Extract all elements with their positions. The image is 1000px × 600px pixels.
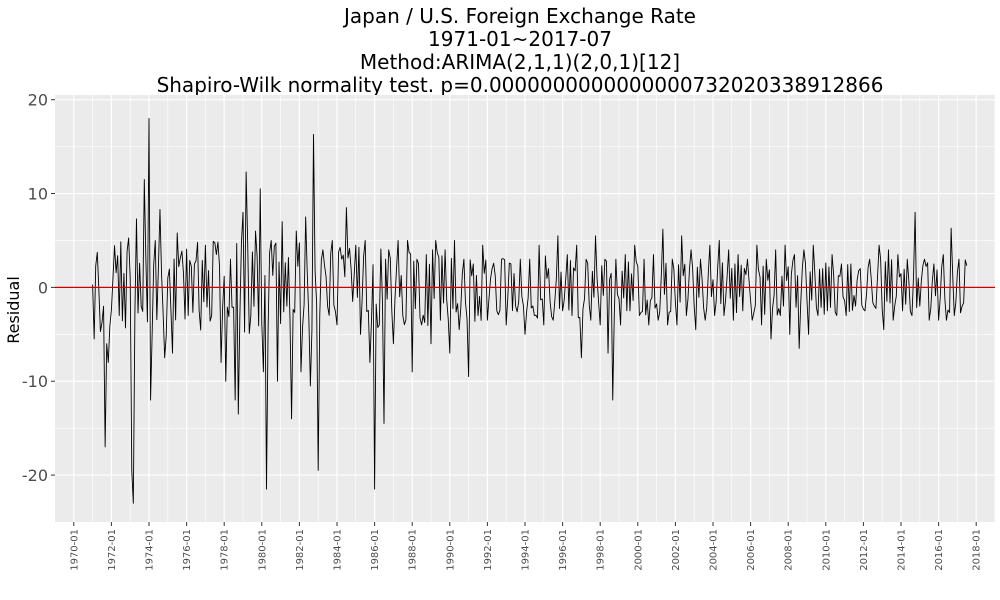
title-line-2: 1971-01~2017-07 xyxy=(428,27,612,51)
x-tick-label: 1982-01 xyxy=(295,529,306,571)
title-line-3: Method:ARIMA(2,1,1)(2,0,1)[12] xyxy=(360,50,680,74)
x-tick-label: 2016-01 xyxy=(934,529,945,571)
x-tick-label: 1980-01 xyxy=(257,529,268,571)
title-line-4: Shapiro-Wilk normality test. p=0.0000000… xyxy=(157,73,884,97)
x-tick-label: 1988-01 xyxy=(408,529,419,571)
x-tick-label: 1998-01 xyxy=(596,529,607,571)
x-tick-label: 1978-01 xyxy=(220,529,231,571)
y-tick-label: -10 xyxy=(22,372,48,391)
x-tick-label: 1984-01 xyxy=(333,529,344,571)
x-tick-label: 1994-01 xyxy=(521,529,532,571)
x-tick-label: 1976-01 xyxy=(182,529,193,571)
x-axis: 1970-01 1972-01 1974-01 1976-01 1978-01 1980-… xyxy=(69,522,983,571)
x-tick-label: 1970-01 xyxy=(69,529,80,571)
y-tick-label: 10 xyxy=(28,185,48,204)
y-tick-label: -20 xyxy=(22,466,48,485)
x-tick-label: 1992-01 xyxy=(483,529,494,571)
x-tick-label: 1972-01 xyxy=(107,529,118,571)
grid-lines xyxy=(55,95,996,522)
x-tick-label: 2018-01 xyxy=(972,529,983,571)
residual-series xyxy=(92,118,968,504)
x-tick-label: 1996-01 xyxy=(558,529,569,571)
x-tick-label: 2004-01 xyxy=(709,529,720,571)
series-line-0 xyxy=(92,118,968,504)
x-tick-label: 2000-01 xyxy=(633,529,644,571)
y-axis: -20 -10 0 10 20 xyxy=(22,91,55,485)
x-tick-label: 2008-01 xyxy=(784,529,795,571)
x-tick-label: 2002-01 xyxy=(671,529,682,571)
x-tick-label: 2006-01 xyxy=(746,529,757,571)
x-tick-label: 1974-01 xyxy=(145,529,156,571)
x-tick-label: 2014-01 xyxy=(897,529,908,571)
x-tick-label: 1986-01 xyxy=(370,529,381,571)
x-tick-label: 1990-01 xyxy=(445,529,456,571)
x-tick-label: 2010-01 xyxy=(821,529,832,571)
y-tick-label: 20 xyxy=(28,91,48,110)
y-tick-label: 0 xyxy=(38,278,48,297)
x-tick-label: 2012-01 xyxy=(859,529,870,571)
chart-title: Japan / U.S. Foreign Exchange Rate 1971-… xyxy=(157,4,884,97)
y-axis-label: Residual xyxy=(4,276,23,344)
title-line-1: Japan / U.S. Foreign Exchange Rate xyxy=(342,4,696,28)
